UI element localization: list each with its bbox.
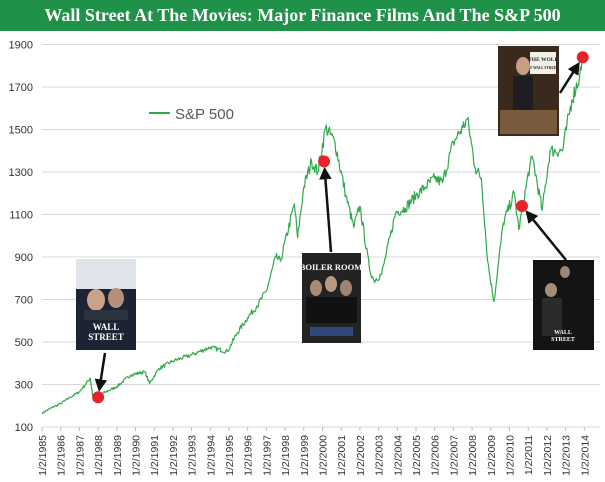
x-tick-label: 1/2/1994 — [205, 435, 217, 476]
poster-money-never-sleeps-face-2 — [545, 283, 557, 297]
series-line-sp500 — [41, 57, 584, 415]
y-axis-ticks: 100 300 500 700 900 1100 1300 1500 1700 1900 — [9, 40, 33, 435]
x-tick-label: 1/2/2001 — [336, 435, 348, 476]
x-tick-label: 1/2/1987 — [74, 435, 86, 476]
poster-money-never-sleeps-figure — [542, 298, 562, 336]
x-tick-label: 1/2/1988 — [93, 435, 105, 476]
y-tick-label: 100 — [15, 422, 33, 434]
x-tick-label: 1/2/1997 — [261, 435, 273, 476]
arrow-money-never-sleeps — [525, 210, 567, 261]
chart-title: Wall Street At The Movies: Major Finance… — [44, 5, 561, 25]
y-tick-label: 1900 — [9, 40, 33, 52]
poster-wall-street-suits — [84, 310, 128, 320]
poster-wall-street-title-1: WALL — [93, 322, 120, 332]
poster-boiler-room-glow — [310, 327, 353, 336]
x-tick-label: 1/2/1992 — [168, 435, 180, 476]
x-tick-label: 1/2/1993 — [187, 435, 199, 476]
poster-boiler-room-title: BOILER ROOM — [300, 262, 363, 272]
x-tick-label: 1/2/1998 — [280, 435, 292, 476]
sp500-chart: 100 300 500 700 900 1100 1300 1500 1700 1900 1/2/… — [9, 40, 600, 476]
x-tick-label: 1/2/2008 — [467, 435, 479, 476]
x-tick-label: 1/2/2014 — [579, 435, 591, 476]
x-tick-label: 1/2/2007 — [448, 435, 460, 476]
arrow-wall-street — [94, 352, 108, 392]
x-tick-label: 1/2/1999 — [299, 435, 311, 476]
poster-boiler-room-face-1 — [310, 280, 322, 296]
poster-wall-street-sky — [76, 259, 136, 289]
series-layer — [41, 57, 584, 415]
x-tick-label: 1/2/1989 — [112, 435, 124, 476]
poster-wolf-title-panel — [530, 52, 556, 74]
legend: S&P 500 — [149, 106, 234, 123]
poster-money-never-sleeps-title-1: WALL — [554, 330, 572, 336]
poster-boiler-room-face-3 — [340, 280, 352, 296]
x-tick-label: 1/2/1990 — [131, 435, 143, 476]
annotation-arrows — [94, 61, 580, 392]
y-tick-label: 300 — [15, 380, 33, 392]
x-tick-label: 1/2/2000 — [318, 435, 330, 476]
y-tick-label: 700 — [15, 295, 33, 307]
poster-wolf-suit — [513, 76, 533, 110]
x-tick-label: 1/2/2011 — [523, 435, 535, 475]
y-tick-label: 1300 — [9, 167, 33, 179]
annotation-markers — [92, 51, 589, 404]
poster-wall-street-face — [87, 289, 105, 311]
x-tick-label: 1/2/2004 — [392, 435, 404, 476]
y-tick-label: 1100 — [9, 210, 33, 222]
poster-wolf-title-1: THE WOLF — [528, 57, 558, 63]
y-tick-label: 1500 — [9, 125, 33, 137]
poster-boiler-room-suits — [306, 297, 357, 323]
arrow-boiler-room — [319, 166, 333, 253]
poster-wolf-title-2: OF WALL STREET — [527, 66, 559, 70]
marker-boiler-room — [318, 155, 331, 168]
x-tick-label: 1/2/1996 — [243, 435, 255, 476]
x-axis-ticks: 1/2/1985 1/2/1986 1/2/1987 1/2/1988 1/2/1989… — [37, 427, 591, 476]
x-tick-label: 1/2/2003 — [374, 435, 386, 476]
poster-wall-street: WALL STREET — [76, 259, 136, 350]
marker-wall-street — [92, 391, 105, 404]
y-tick-label: 1700 — [9, 82, 33, 94]
arrow-wolf-of-wall-street — [558, 61, 580, 94]
poster-wolf-face — [516, 57, 530, 75]
x-tick-label: 1/2/1991 — [149, 435, 161, 476]
x-tick-label: 1/2/2012 — [542, 435, 554, 476]
poster-money-never-sleeps-title-2: STREET — [551, 337, 575, 343]
y-tick-label: 900 — [15, 252, 33, 264]
poster-money-never-sleeps-face-1 — [560, 266, 570, 278]
x-tick-label: 1/2/2009 — [486, 435, 498, 476]
poster-boiler-room-face-2 — [325, 276, 337, 292]
x-tick-label: 1/2/2013 — [561, 435, 573, 476]
poster-money-never-sleeps: WALL STREET — [533, 260, 594, 350]
x-tick-label: 1/2/2010 — [505, 435, 517, 476]
x-tick-label: 1/2/1985 — [37, 435, 49, 476]
poster-wolf-of-wall-street: THE WOLF OF WALL STREET — [498, 46, 559, 136]
x-tick-label: 1/2/1995 — [224, 435, 236, 476]
title-bar: Wall Street At The Movies: Major Finance… — [0, 0, 605, 31]
x-tick-label: 1/2/2006 — [430, 435, 442, 476]
y-tick-label: 500 — [15, 337, 33, 349]
marker-wolf-of-wall-street — [576, 51, 589, 64]
x-tick-label: 1/2/1986 — [56, 435, 68, 476]
x-tick-label: 1/2/2005 — [411, 435, 423, 476]
poster-boiler-room: BOILER ROOM — [300, 253, 363, 343]
poster-wall-street-title-2: STREET — [88, 332, 124, 342]
poster-wall-street-face-2 — [108, 288, 124, 308]
marker-money-never-sleeps — [515, 200, 528, 212]
legend-label-sp500: S&P 500 — [175, 106, 234, 123]
poster-wolf-crowd — [500, 110, 557, 134]
x-tick-label: 1/2/2002 — [355, 435, 367, 476]
